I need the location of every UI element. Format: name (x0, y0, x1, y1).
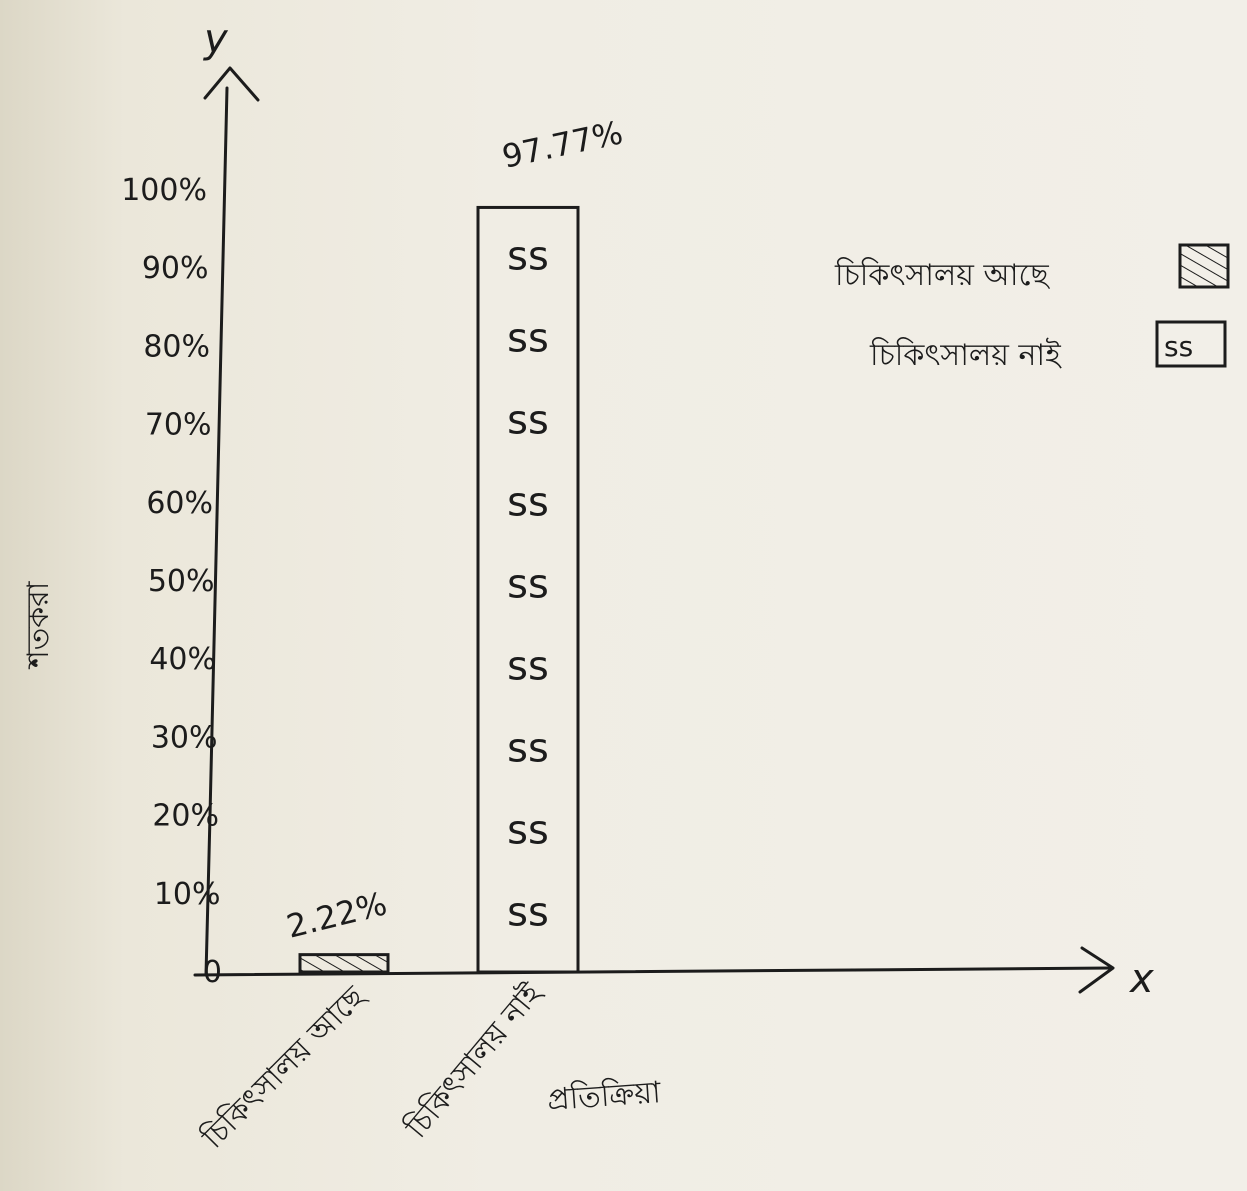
legend-label-2: চিকিৎসালয় নাই (869, 337, 1062, 373)
y-tick-label-8: 80% (143, 329, 210, 364)
bar-2-fill-mark-7: ss (507, 807, 549, 853)
bar-2-fill-mark-1: ss (507, 315, 549, 361)
y-tick-label-3: 30% (151, 720, 218, 755)
y-axis-letter: y (203, 16, 229, 62)
data-label-bar-2: 97.77% (499, 113, 626, 176)
y-tick-label-2: 20% (152, 799, 219, 834)
legend-swatch-ss (1155, 320, 1227, 368)
category-label-2: চিকিৎসালয় নাই (398, 975, 550, 1146)
x-axis-arrowhead (1078, 946, 1115, 994)
y-tick-label-5: 50% (148, 564, 215, 599)
y-axis-arrowhead (203, 66, 260, 102)
data-label-bar-1: 2.22% (283, 884, 391, 945)
bar-2-fill-mark-2: ss (507, 397, 549, 443)
axes: y x (193, 16, 1154, 1002)
y-tick-label-9: 90% (142, 251, 209, 286)
x-axis-letter: x (1128, 956, 1154, 1002)
x-axis-line (193, 966, 1114, 977)
bars: ss ss ss ss ss ss ss ss ss (298, 205, 580, 974)
legend-swatch-hatched (1178, 243, 1230, 289)
y-tick-labels: 0 10% 20% 30% 40% 50% 60% 70% 80% 90% 100% (121, 173, 222, 990)
y-axis-label: শতকরা (21, 580, 56, 670)
y-tick-label-6: 60% (146, 486, 213, 521)
y-axis-line (204, 86, 229, 977)
legend-swatch-ss-marks: ss (1164, 330, 1193, 363)
bar-2 (476, 205, 580, 974)
bar-2-fill-mark-4: ss (507, 561, 549, 607)
y-tick-label-10: 100% (121, 173, 207, 208)
y-tick-label-1: 10% (154, 877, 221, 912)
bar-2-fill-mark-8: ss (507, 889, 549, 935)
y-tick-label-4: 40% (149, 642, 216, 677)
legend: চিকিৎসালয় আছে চিকিৎসালয় নাই ss (834, 243, 1230, 373)
bar-2-fill-mark-6: ss (507, 725, 549, 771)
bar-2-fill-mark-3: ss (507, 479, 549, 525)
bar-2-fill-mark-0: ss (507, 233, 549, 279)
x-axis-label: প্রতিক্রিয়া (546, 1074, 663, 1118)
category-label-1: চিকিৎসালয় আছে (194, 978, 373, 1157)
bar-1 (298, 953, 390, 974)
bar-2-fill-mark-5: ss (507, 643, 549, 689)
y-tick-label-7: 70% (145, 408, 212, 443)
legend-label-1: চিকিৎসালয় আছে (834, 257, 1051, 293)
y-tick-label-0: 0 (203, 955, 222, 990)
